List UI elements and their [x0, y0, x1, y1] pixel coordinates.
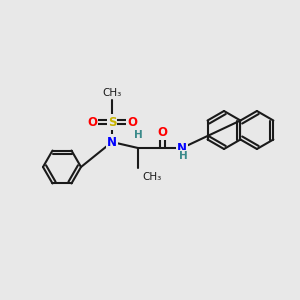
Text: O: O: [87, 116, 97, 128]
Text: H: H: [178, 151, 188, 161]
Text: N: N: [177, 142, 187, 154]
Text: CH₃: CH₃: [102, 88, 122, 98]
Text: O: O: [157, 125, 167, 139]
Text: S: S: [108, 116, 116, 128]
Text: CH₃: CH₃: [142, 172, 161, 182]
Text: H: H: [134, 130, 142, 140]
Text: O: O: [127, 116, 137, 128]
Text: N: N: [107, 136, 117, 148]
